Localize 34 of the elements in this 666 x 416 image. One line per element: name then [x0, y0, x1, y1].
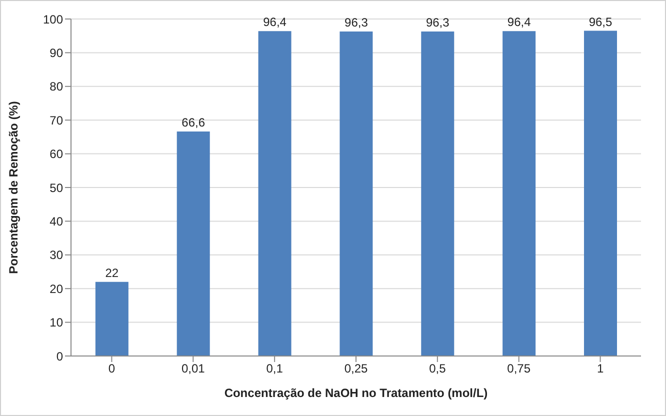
data-label: 96,5: [588, 14, 612, 29]
x-tick-label: 0,1: [266, 362, 284, 376]
data-label: 66,6: [182, 116, 206, 130]
bar: [502, 31, 536, 356]
x-tick-label: 0: [108, 362, 116, 376]
y-tick-label: 80: [50, 80, 64, 94]
y-tick-label: 100: [42, 12, 64, 26]
y-tick-label: 60: [50, 147, 64, 162]
bar: [584, 30, 617, 356]
x-tick-label: 0,01: [181, 362, 206, 376]
y-tick-label: 10: [50, 316, 64, 330]
y-tick-label: 0: [56, 349, 64, 364]
bar: [176, 132, 210, 356]
data-label: 96,3: [426, 15, 450, 30]
y-tick-label: 20: [50, 282, 64, 296]
data-label: 96,4: [263, 15, 287, 30]
y-axis-title: Porcentagem de Remoção (%): [6, 101, 20, 274]
x-axis-title: Concentração de NaOH no Tratamento (mol/L): [224, 386, 488, 400]
bar: [95, 282, 128, 356]
y-tick-label: 50: [50, 180, 64, 195]
data-label: 22: [105, 266, 119, 280]
x-tick-label: 0,5: [429, 362, 446, 376]
bar: [340, 31, 373, 356]
x-tick-label: 0,75: [507, 362, 531, 376]
y-tick-label: 70: [50, 113, 64, 128]
y-tick-label: 90: [50, 46, 64, 60]
x-tick-label: 1: [596, 362, 604, 376]
x-tick-label: 0,25: [344, 362, 368, 376]
bar: [421, 31, 454, 356]
data-label: 96,3: [344, 15, 368, 30]
data-label: 96,4: [507, 15, 532, 30]
y-tick-label: 40: [50, 214, 64, 228]
bar: [258, 31, 292, 356]
y-tick-label: 30: [50, 248, 64, 262]
